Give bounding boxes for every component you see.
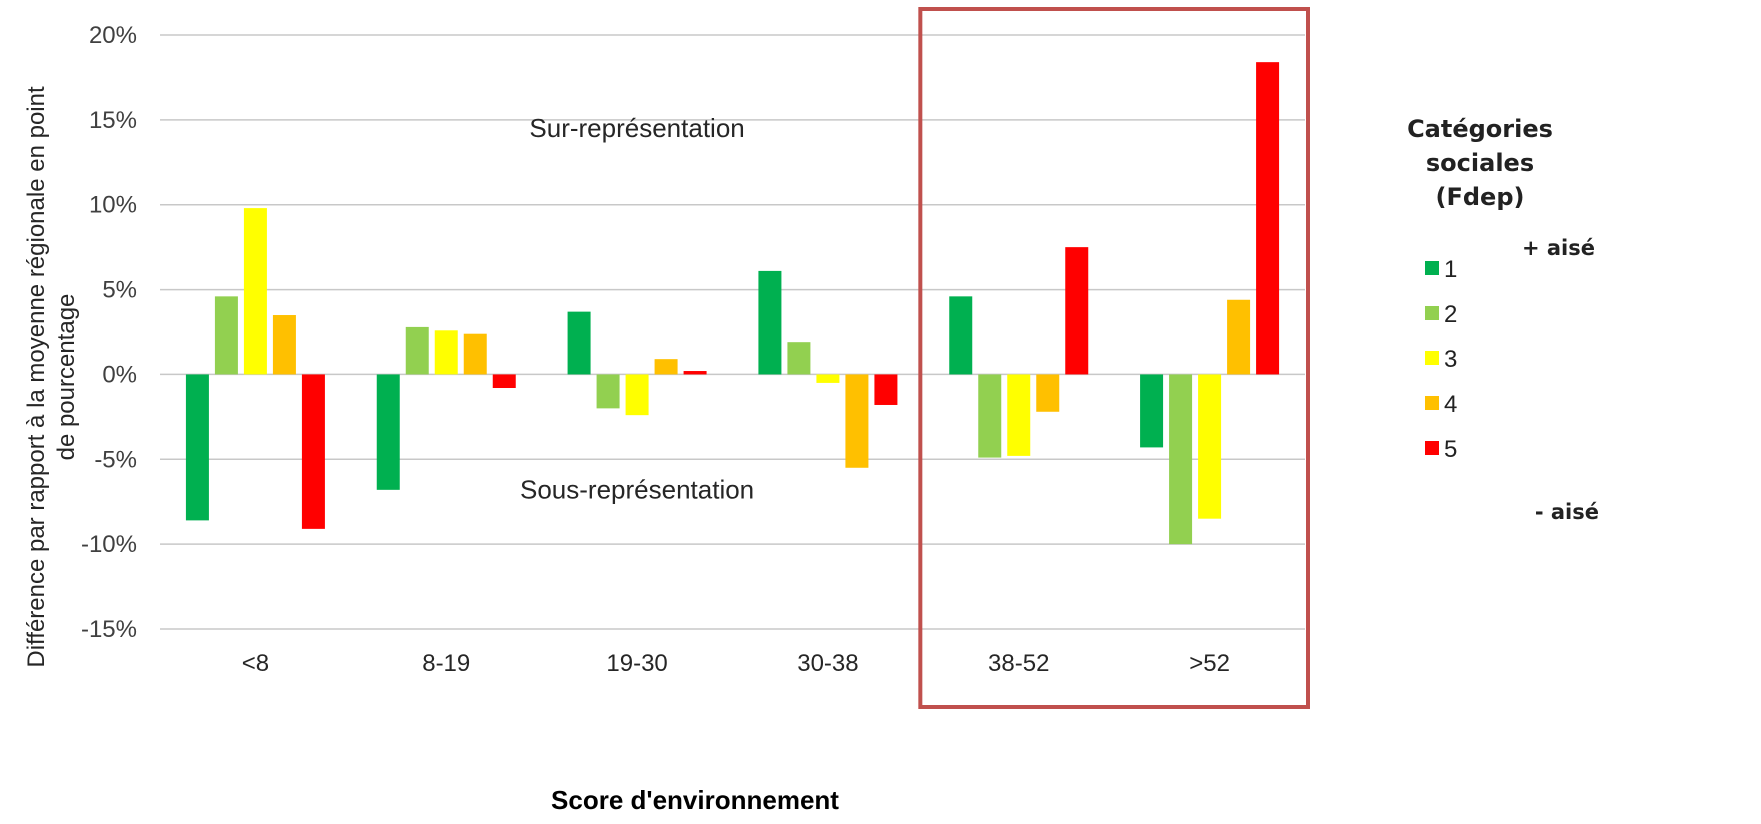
y-tick-label: 10% [89, 192, 137, 219]
y-tick-label: -5% [94, 446, 137, 473]
legend-note-top: + aisé [1522, 236, 1595, 260]
bar [596, 374, 620, 409]
bar [376, 374, 400, 490]
bar [949, 296, 973, 375]
legend-swatch [1425, 396, 1439, 410]
bar [214, 296, 238, 375]
bar [1036, 374, 1060, 412]
legend-label: 5 [1444, 436, 1457, 463]
legend-swatch [1425, 261, 1439, 275]
bar [434, 330, 458, 375]
bar [758, 270, 782, 375]
legend-label: 3 [1444, 346, 1457, 373]
bar [1065, 247, 1089, 375]
annotation-under-representation: Sous-représentation [520, 474, 754, 504]
bar [683, 371, 707, 375]
bar [1140, 374, 1164, 448]
legend-title-line1: Catégories [1407, 115, 1553, 143]
x-tick-label: 38-52 [988, 650, 1049, 677]
bar [1198, 374, 1222, 519]
bar [874, 374, 898, 405]
bar [787, 342, 811, 375]
bar [1169, 374, 1193, 545]
annotation-over-representation: Sur-représentation [529, 113, 744, 143]
y-tick-label: 5% [102, 277, 137, 304]
bar [625, 374, 649, 416]
x-tick-label: 8-19 [422, 650, 470, 677]
legend-label: 4 [1444, 391, 1457, 418]
y-tick-label: 20% [89, 22, 137, 49]
bar [567, 311, 591, 375]
legend-title-line2: sociales [1426, 149, 1534, 177]
bar [1227, 299, 1251, 375]
legend-items: 1 2 3 4 5 [1425, 256, 1457, 463]
bars [185, 62, 1280, 545]
bar [463, 333, 487, 375]
y-tick-label: 15% [89, 107, 137, 134]
y-axis-ticks: 20% 15% 10% 5% 0% -5% -10% -15% [81, 22, 137, 643]
legend-label: 1 [1444, 256, 1457, 283]
bar [405, 326, 429, 375]
bar [816, 374, 840, 383]
gridlines [160, 34, 1305, 630]
y-axis-label-line1: Différence par rapport à la moyenne régi… [23, 86, 50, 668]
legend-label: 2 [1444, 301, 1457, 328]
legend-swatch [1425, 306, 1439, 320]
x-tick-label: <8 [242, 650, 269, 677]
bar [1256, 62, 1280, 375]
bar [845, 374, 869, 468]
bar [301, 374, 325, 529]
legend: Catégories sociales (Fdep) + aisé - aisé… [1407, 115, 1599, 524]
x-tick-label: 19-30 [606, 650, 667, 677]
y-tick-label: 0% [102, 361, 137, 388]
x-axis-label: Score d'environnement [551, 785, 839, 815]
legend-title-line3: (Fdep) [1436, 183, 1525, 211]
bar [654, 359, 678, 375]
bar [492, 374, 516, 389]
x-tick-label: 30-38 [797, 650, 858, 677]
bar [243, 208, 267, 375]
x-tick-label: >52 [1189, 650, 1230, 677]
y-axis-label-line2: de pourcentage [53, 294, 80, 461]
y-tick-label: -15% [81, 616, 137, 643]
bar [272, 315, 296, 375]
bar [1007, 374, 1031, 456]
y-tick-label: -10% [81, 531, 137, 558]
legend-note-bottom: - aisé [1535, 500, 1599, 524]
x-axis-categories: <8 8-19 19-30 30-38 38-52 >52 [242, 650, 1230, 677]
highlight-box [918, 7, 1310, 709]
bar [185, 374, 209, 521]
legend-swatch [1425, 441, 1439, 455]
bar [978, 374, 1002, 458]
legend-swatch [1425, 351, 1439, 365]
